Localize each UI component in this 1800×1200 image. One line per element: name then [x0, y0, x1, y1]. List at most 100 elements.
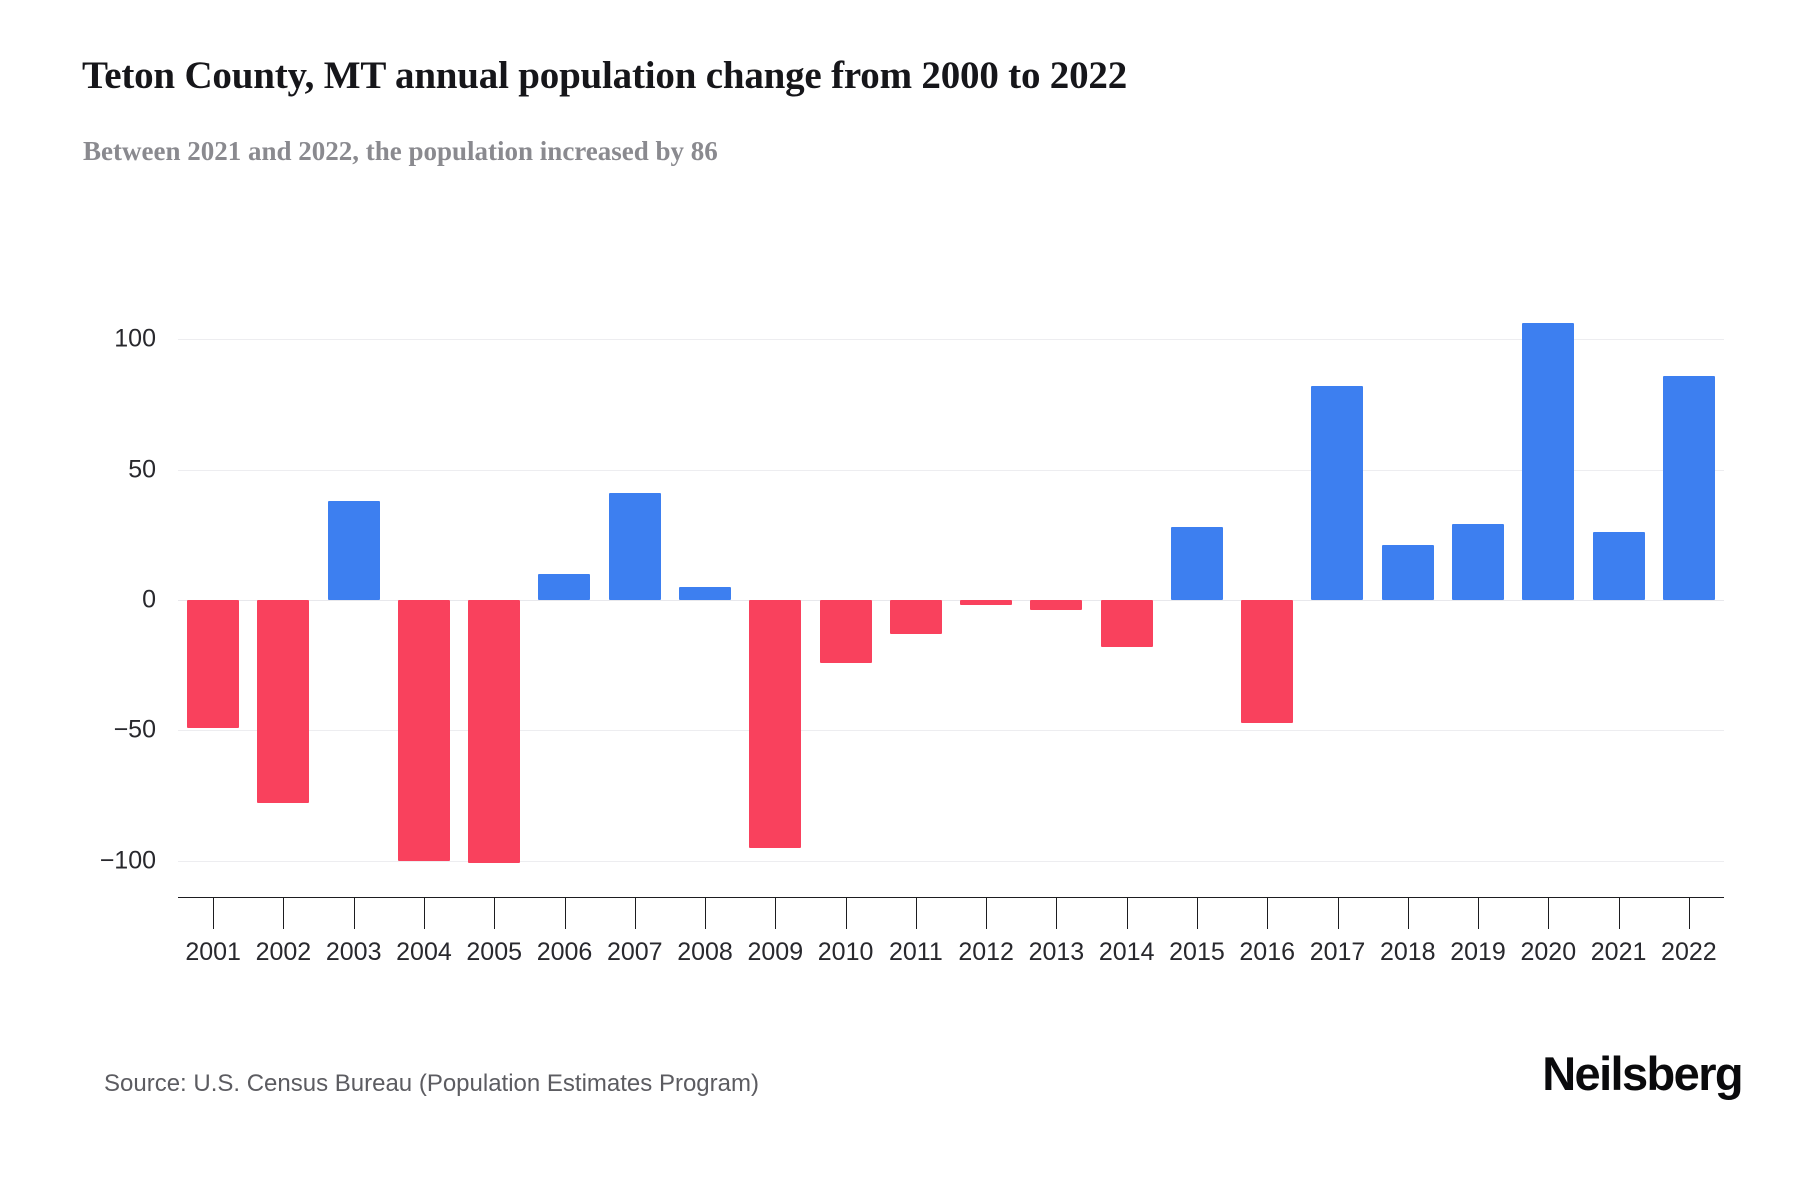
bar-slot	[1232, 300, 1302, 900]
x-tick	[1618, 898, 1620, 929]
bar-series	[178, 300, 1724, 900]
x-axis-labels: 2001 2002 2003 2004 2005 2006 2007 2008 2009 2010…	[178, 938, 1724, 978]
bar-slot	[1162, 300, 1232, 900]
x-tick-label-2009: 2009	[747, 938, 804, 966]
bar-2011[interactable]	[889, 600, 942, 634]
bar-slot	[1373, 300, 1443, 900]
x-tick-label-2017: 2017	[1309, 938, 1366, 966]
x-tick-label-2013: 2013	[1028, 938, 1085, 966]
x-tick	[423, 898, 425, 929]
bar-slot	[319, 300, 389, 900]
bar-2004[interactable]	[397, 600, 450, 861]
x-tick	[1267, 898, 1269, 929]
x-tick	[1196, 898, 1198, 929]
x-tick-label-2003: 2003	[325, 938, 382, 966]
bar-slot	[178, 300, 248, 900]
bar-2010[interactable]	[819, 600, 872, 663]
x-tick-label-2004: 2004	[396, 938, 452, 966]
bar-2002[interactable]	[257, 600, 310, 804]
bar-2003[interactable]	[327, 500, 380, 600]
x-tick	[564, 898, 566, 929]
x-tick	[915, 898, 917, 929]
x-tick	[1407, 898, 1409, 929]
bar-2021[interactable]	[1592, 532, 1645, 600]
x-tick-label-2001: 2001	[185, 938, 241, 966]
x-tick-label-2002: 2002	[255, 938, 312, 966]
source-note: Source: U.S. Census Bureau (Population E…	[104, 1070, 759, 1097]
bar-2019[interactable]	[1452, 524, 1505, 600]
gridline-100	[178, 339, 1724, 341]
y-tick-label: 100	[114, 324, 156, 353]
bar-2001[interactable]	[187, 600, 240, 728]
x-tick-label-2008: 2008	[677, 938, 733, 966]
bar-2007[interactable]	[608, 493, 661, 600]
x-tick	[283, 898, 285, 929]
bar-slot	[600, 300, 670, 900]
bar-2020[interactable]	[1522, 323, 1575, 600]
bar-2012[interactable]	[960, 600, 1013, 606]
y-tick-label: −50	[113, 715, 156, 744]
x-tick	[775, 898, 777, 929]
bar-2009[interactable]	[749, 600, 802, 848]
x-tick	[1056, 898, 1058, 929]
x-tick	[1478, 898, 1480, 929]
bar-slot	[1443, 300, 1513, 900]
x-tick-label-2005: 2005	[466, 938, 523, 966]
bar-2022[interactable]	[1662, 375, 1715, 600]
x-tick	[1548, 898, 1550, 929]
x-tick	[705, 898, 707, 929]
bar-slot	[740, 300, 810, 900]
bar-2014[interactable]	[1100, 600, 1153, 647]
gridline-50	[178, 469, 1724, 471]
bar-slot	[1092, 300, 1162, 900]
gridline--50	[178, 730, 1724, 732]
bar-slot	[529, 300, 599, 900]
bar-slot	[951, 300, 1021, 900]
y-tick-label: −100	[99, 846, 156, 875]
bar-2015[interactable]	[1170, 526, 1223, 600]
bar-2017[interactable]	[1311, 386, 1364, 600]
bar-2018[interactable]	[1381, 545, 1434, 600]
bar-2013[interactable]	[1030, 600, 1083, 611]
x-tick	[1688, 898, 1690, 929]
x-tick-label-2022: 2022	[1661, 938, 1717, 966]
bar-slot	[1302, 300, 1372, 900]
brand-logo: Neilsberg	[1542, 1047, 1743, 1100]
x-tick	[1337, 898, 1339, 929]
x-tick	[1126, 898, 1128, 929]
x-tick	[986, 898, 988, 929]
bar-slot	[1583, 300, 1653, 900]
x-tick-label-2014: 2014	[1098, 938, 1155, 966]
x-tick-label-2019: 2019	[1450, 938, 1506, 966]
chart-subtitle: Between 2021 and 2022, the population in…	[83, 136, 718, 166]
x-tick	[353, 898, 355, 929]
x-tick	[213, 898, 215, 929]
plot-area	[178, 300, 1724, 900]
bar-slot	[881, 300, 951, 900]
x-tick-label-2016: 2016	[1239, 938, 1296, 966]
bar-slot	[1654, 300, 1724, 900]
x-tick-label-2015: 2015	[1169, 938, 1225, 966]
y-tick-label: 0	[142, 585, 156, 614]
x-tick-label-2006: 2006	[536, 938, 593, 966]
x-tick-label-2011: 2011	[888, 938, 943, 966]
bar-2008[interactable]	[679, 586, 732, 600]
x-tick	[494, 898, 496, 929]
x-tick-label-2007: 2007	[606, 938, 663, 966]
bar-2005[interactable]	[468, 600, 521, 864]
bar-slot	[1021, 300, 1091, 900]
x-tick-label-2020: 2020	[1520, 938, 1577, 966]
bar-2016[interactable]	[1241, 600, 1294, 723]
bar-slot	[389, 300, 459, 900]
x-tick-label-2012: 2012	[958, 938, 1014, 966]
y-axis-labels: 100 50 0 −50 −100	[0, 300, 178, 900]
bar-2006[interactable]	[538, 573, 591, 600]
y-tick-label: 50	[128, 455, 156, 484]
gridline--100	[178, 860, 1724, 862]
page-title: Teton County, MT annual population chang…	[82, 54, 1128, 97]
x-axis-line	[178, 897, 1724, 898]
bar-slot	[670, 300, 740, 900]
bar-slot	[810, 300, 880, 900]
bar-slot	[1513, 300, 1583, 900]
